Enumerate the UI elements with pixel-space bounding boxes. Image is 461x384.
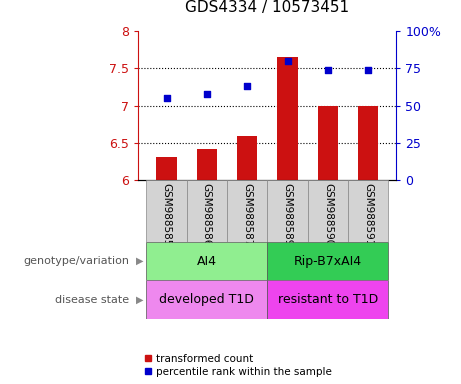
Text: ▶: ▶ [136,295,143,305]
Point [243,83,251,89]
Bar [227,180,267,242]
Text: disease state: disease state [55,295,129,305]
Text: genotype/variation: genotype/variation [23,256,129,266]
Text: GSM988586: GSM988586 [202,183,212,246]
Text: AI4: AI4 [197,255,217,268]
Text: GSM988587: GSM988587 [242,183,252,246]
Bar [348,180,388,242]
Bar [237,136,257,180]
Bar [267,242,388,280]
Point [324,66,331,73]
Bar [146,180,187,242]
Text: resistant to T1D: resistant to T1D [278,293,378,306]
Text: GSM988585: GSM988585 [161,183,171,246]
Bar [308,180,348,242]
Text: ▶: ▶ [136,256,143,266]
Bar [267,180,308,242]
Text: GDS4334 / 10573451: GDS4334 / 10573451 [185,0,349,15]
Point [284,58,291,64]
Bar [146,242,267,280]
Bar [278,57,298,180]
Point [203,91,211,97]
Point [365,66,372,73]
Text: GSM988590: GSM988590 [323,183,333,246]
Bar [358,106,378,180]
Text: GSM988589: GSM988589 [283,183,293,246]
Bar [187,180,227,242]
Bar [197,149,217,180]
Text: Rip-B7xAI4: Rip-B7xAI4 [294,255,362,268]
Legend: transformed count, percentile rank within the sample: transformed count, percentile rank withi… [143,354,332,377]
Text: developed T1D: developed T1D [160,293,254,306]
Bar [318,106,338,180]
Bar [267,280,388,319]
Text: GSM988591: GSM988591 [363,183,373,246]
Bar [146,280,267,319]
Bar [156,157,177,180]
Point [163,95,170,101]
